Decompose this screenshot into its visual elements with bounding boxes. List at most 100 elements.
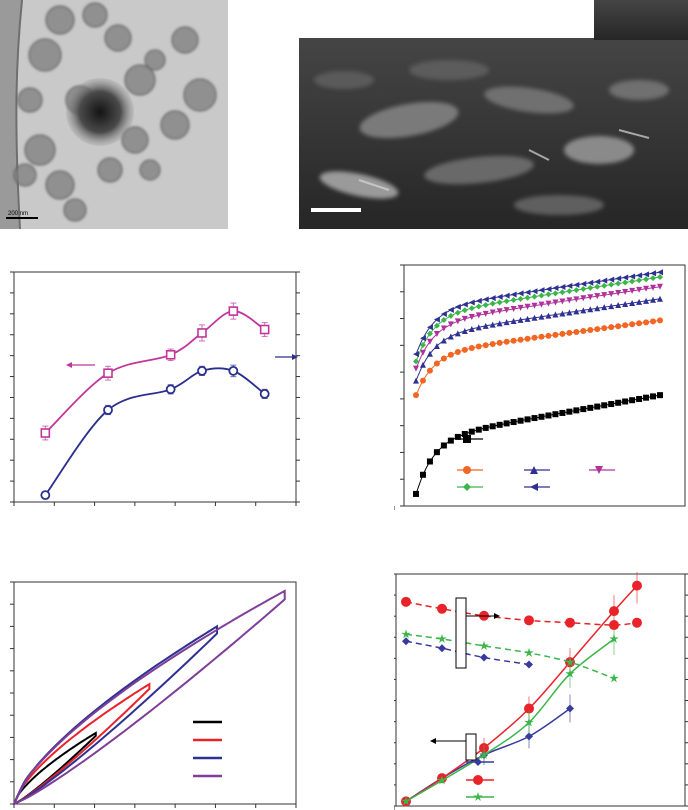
- data-point: [490, 341, 496, 347]
- data-point: [580, 281, 586, 287]
- data-point: [552, 285, 558, 291]
- data-point: [518, 418, 524, 424]
- data-point: [552, 411, 558, 417]
- data-point: [441, 442, 447, 448]
- data-point: [538, 414, 544, 420]
- data-point: [559, 289, 565, 295]
- data-point: [573, 329, 579, 335]
- data-point: [532, 415, 538, 421]
- data-point: [497, 422, 503, 428]
- data-point: [629, 278, 635, 284]
- data-point: [629, 397, 635, 403]
- data-point: [532, 335, 538, 341]
- data-point: [601, 283, 607, 289]
- data-point: [587, 405, 593, 411]
- hysteresis-loop: [14, 626, 217, 804]
- hysteresis-loop: [14, 733, 96, 804]
- data-point: [552, 332, 558, 338]
- data-point: [455, 310, 461, 316]
- data-point: [420, 335, 426, 341]
- tem-scale-bar-label: 200 nm: [8, 211, 28, 217]
- arrow-right-head: [292, 354, 298, 360]
- data-point: [636, 277, 642, 283]
- data-point: [601, 325, 607, 331]
- data-point: [615, 400, 621, 406]
- data-point: [559, 331, 565, 337]
- series-line: [406, 586, 637, 802]
- data-point: [573, 282, 579, 288]
- data-point: [609, 673, 619, 682]
- data-point: [402, 637, 410, 645]
- data-point: [518, 337, 524, 343]
- data-point: [504, 339, 510, 345]
- data-point: [657, 392, 663, 398]
- series-line: [416, 395, 660, 494]
- data-point: [448, 333, 454, 339]
- data-point: [476, 298, 482, 304]
- data-point: [441, 356, 447, 362]
- data-point: [643, 319, 649, 325]
- annotation-box: [456, 598, 466, 668]
- data-point: [524, 615, 534, 625]
- arrow-left-head: [430, 738, 436, 744]
- data-point: [538, 287, 544, 293]
- data-point: [580, 286, 586, 292]
- data-point: [657, 317, 663, 323]
- data-point: [441, 337, 447, 343]
- data-point: [462, 316, 468, 322]
- legend-marker: [463, 466, 471, 474]
- data-point: [104, 406, 112, 414]
- data-point: [497, 299, 503, 305]
- data-point: [609, 606, 619, 616]
- plot-frame: [14, 272, 296, 502]
- legend-marker: [463, 435, 471, 443]
- data-point: [650, 318, 656, 324]
- series-line: [45, 368, 264, 495]
- data-point: [622, 322, 628, 328]
- chart-middle-left: [0, 268, 300, 508]
- data-point: [538, 293, 544, 299]
- data-point: [448, 352, 454, 358]
- data-point: [455, 318, 461, 324]
- series-line: [416, 272, 660, 354]
- data-point: [566, 288, 572, 294]
- data-point: [566, 283, 572, 289]
- data-point: [420, 472, 426, 478]
- data-point: [229, 307, 237, 315]
- data-point: [532, 294, 538, 300]
- data-point: [580, 328, 586, 334]
- data-point: [469, 326, 475, 332]
- legend-marker: [463, 483, 471, 491]
- data-point: [420, 378, 426, 384]
- data-point: [511, 419, 517, 425]
- data-point: [437, 604, 447, 614]
- data-point: [41, 429, 49, 437]
- data-point: [632, 618, 642, 628]
- data-point: [609, 620, 619, 630]
- data-point: [545, 291, 551, 297]
- data-point: [504, 298, 510, 304]
- data-point: [483, 302, 489, 308]
- data-point: [434, 449, 440, 455]
- data-point: [427, 458, 433, 464]
- data-point: [455, 349, 461, 355]
- data-point: [490, 295, 496, 301]
- data-point: [462, 347, 468, 353]
- data-point: [483, 296, 489, 302]
- data-point: [552, 290, 558, 296]
- data-point: [559, 410, 565, 416]
- data-point: [636, 396, 642, 402]
- data-point: [413, 392, 419, 398]
- legend-marker: [473, 775, 483, 785]
- data-point: [455, 330, 461, 336]
- data-point: [462, 328, 468, 334]
- chart-bottom-right: [394, 572, 688, 810]
- data-point: [198, 367, 206, 375]
- data-point: [622, 279, 628, 285]
- data-point: [41, 491, 49, 499]
- data-point: [559, 284, 565, 290]
- data-point: [587, 285, 593, 291]
- data-point: [401, 629, 411, 638]
- data-point: [448, 438, 454, 444]
- data-point: [545, 286, 551, 292]
